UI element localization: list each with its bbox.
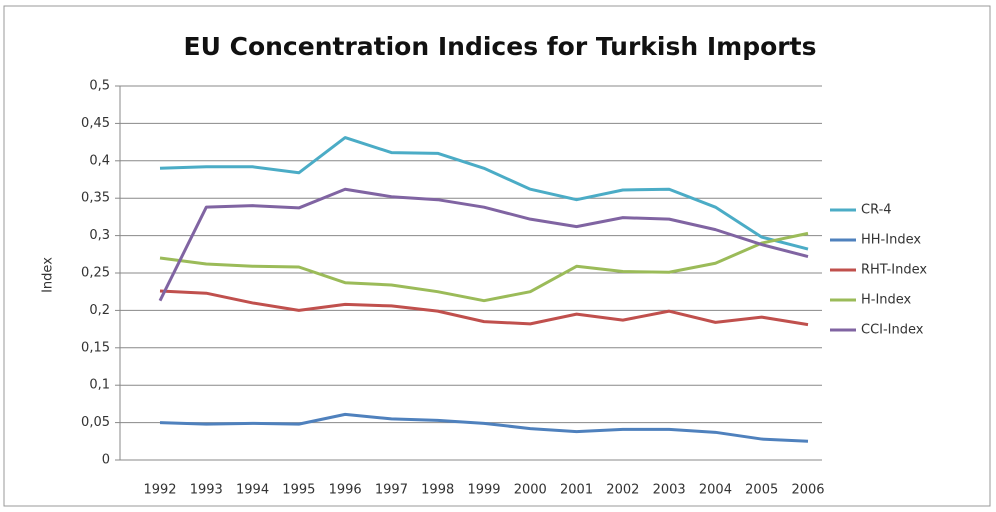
y-tick-label: 0,4 bbox=[89, 153, 110, 168]
chart-frame bbox=[3, 5, 991, 507]
x-tick-label: 1999 bbox=[467, 483, 500, 498]
x-tick-label: 2006 bbox=[791, 483, 824, 498]
x-tick-label: 1994 bbox=[236, 483, 269, 498]
series-line bbox=[159, 231, 809, 303]
y-tick-label: 0,2 bbox=[89, 303, 110, 318]
series-line bbox=[159, 136, 809, 251]
y-tick-label: 0,3 bbox=[89, 228, 110, 243]
series-line bbox=[158, 187, 809, 302]
y-tick-label: 0,05 bbox=[81, 415, 110, 430]
x-tick-label: 2002 bbox=[606, 483, 639, 498]
y-tick-label: 0,25 bbox=[81, 266, 110, 281]
legend-label: HH-Index bbox=[861, 233, 921, 248]
y-tick-label: 0,45 bbox=[81, 116, 110, 131]
x-tick-label: 1995 bbox=[282, 483, 315, 498]
x-tick-label: 1993 bbox=[190, 483, 223, 498]
x-tick-label: 1996 bbox=[329, 483, 362, 498]
x-tick-label: 2005 bbox=[745, 483, 778, 498]
y-tick-label: 0,35 bbox=[81, 191, 110, 206]
legend-label: H-Index bbox=[861, 293, 912, 308]
y-axis-label: Index bbox=[41, 257, 56, 293]
series-line bbox=[159, 412, 809, 443]
legend-label: CCI-Index bbox=[861, 323, 924, 338]
legend-label: CR-4 bbox=[861, 203, 892, 218]
x-tick-label: 2003 bbox=[653, 483, 686, 498]
y-tick-label: 0 bbox=[102, 453, 110, 468]
x-tick-label: 1992 bbox=[143, 483, 176, 498]
x-tick-label: 1998 bbox=[421, 483, 454, 498]
x-tick-label: 2000 bbox=[514, 483, 547, 498]
y-tick-label: 0,15 bbox=[81, 340, 110, 355]
chart-title: EU Concentration Indices for Turkish Imp… bbox=[184, 32, 817, 61]
y-tick-label: 0,5 bbox=[89, 79, 110, 94]
legend-label: RHT-Index bbox=[861, 263, 927, 278]
x-tick-label: 2001 bbox=[560, 483, 593, 498]
series-line bbox=[159, 289, 809, 327]
y-tick-label: 0,1 bbox=[89, 378, 110, 393]
x-tick-label: 2004 bbox=[699, 483, 732, 498]
x-tick-label: 1997 bbox=[375, 483, 408, 498]
